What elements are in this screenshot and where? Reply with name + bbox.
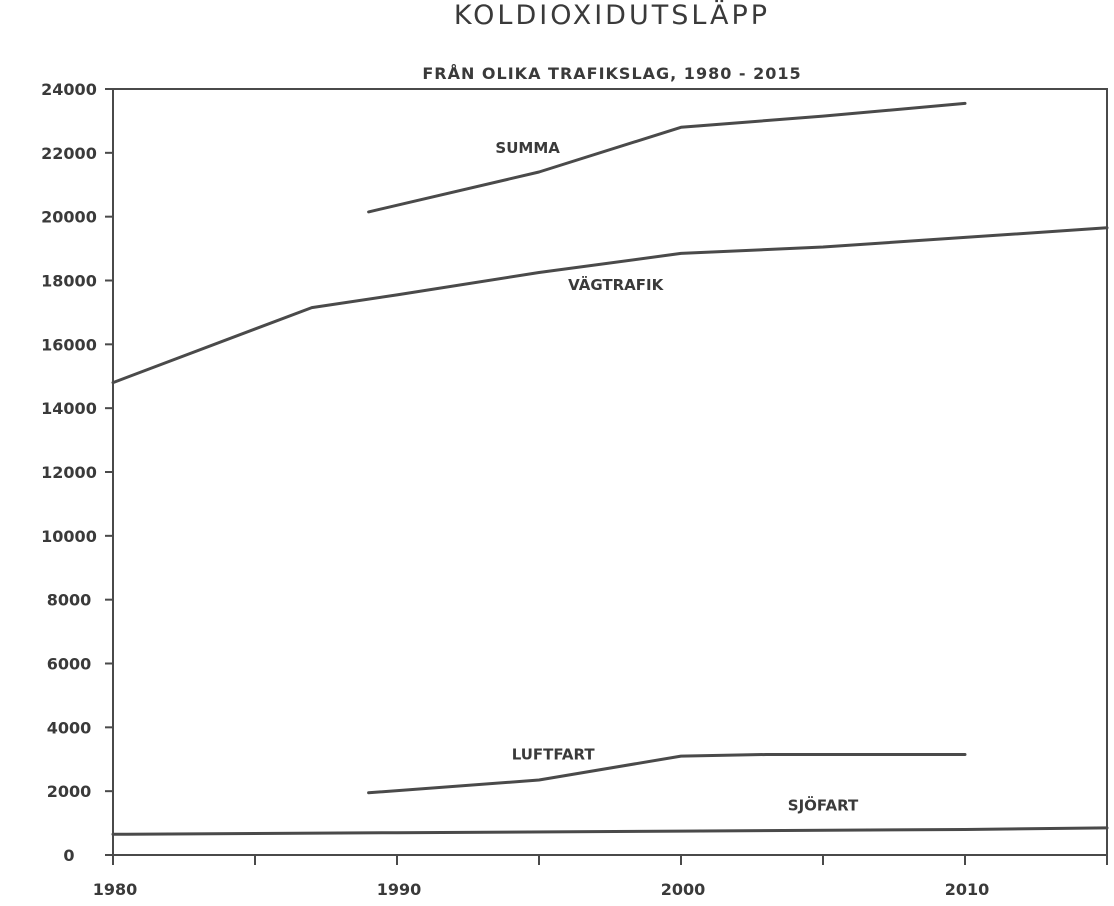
y-tick-label: 24000: [41, 80, 97, 99]
x-tick-label: 2010: [945, 880, 990, 899]
y-tick-label: 0: [63, 846, 74, 865]
y-tick-label: 10000: [41, 527, 97, 546]
chart-title: KOLDIOXIDUTSLÄPP: [454, 0, 770, 31]
y-tick-label: 12000: [41, 463, 97, 482]
series-line-vagtrafik: [111, 226, 1109, 385]
series-label-sjofart: SJÖFART: [788, 795, 859, 814]
chart-subtitle: FRÅN OLIKA TRAFIKSLAG, 1980 - 2015: [422, 64, 801, 83]
x-tick-label: 2000: [661, 880, 706, 899]
series-label-vagtrafik: VÄGTRAFIK: [568, 275, 664, 294]
series-line-summa: [367, 101, 967, 214]
x-tick-label: 1980: [93, 880, 138, 899]
x-tick-label: 1990: [377, 880, 422, 899]
series-label-summa: SUMMA: [495, 139, 560, 157]
y-tick-label: 2000: [47, 782, 92, 801]
series-lines: [111, 101, 1109, 836]
y-tick-label: 14000: [41, 399, 97, 418]
series-line-luftfart: [367, 753, 967, 795]
plot-frame: [112, 88, 1108, 856]
y-tick-label: 4000: [47, 718, 92, 737]
y-tick-label: 18000: [41, 272, 97, 291]
series-line-sjofart: [111, 826, 1109, 836]
series-labels: SUMMA VÄGTRAFIK LUFTFART SJÖFART: [495, 139, 859, 814]
y-axis: 0 2000 4000 6000 8000 10000 12000 14000 16000 180…: [41, 80, 113, 865]
x-axis: 1980 1990 2000 2010: [93, 855, 1108, 899]
y-tick-label: 6000: [47, 655, 92, 674]
y-tick-label: 22000: [41, 144, 97, 163]
y-tick-label: 8000: [47, 591, 92, 610]
y-tick-label: 20000: [41, 208, 97, 227]
y-tick-label: 16000: [41, 335, 97, 354]
series-label-luftfart: LUFTFART: [512, 745, 596, 763]
